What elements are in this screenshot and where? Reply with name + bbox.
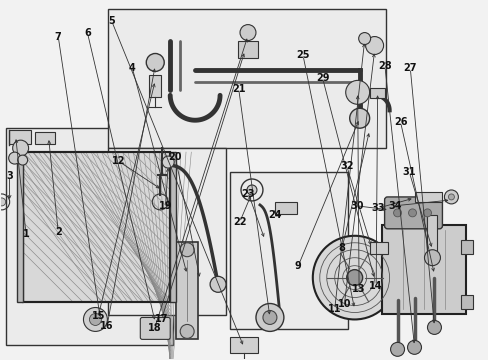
Text: 6: 6 — [84, 28, 91, 38]
Circle shape — [180, 324, 194, 338]
Bar — [108, 9, 385, 148]
Text: 34: 34 — [387, 201, 401, 211]
Text: 14: 14 — [368, 281, 382, 291]
Text: 1: 1 — [22, 229, 29, 239]
Text: 7: 7 — [55, 32, 61, 41]
Circle shape — [447, 194, 453, 200]
Text: 12: 12 — [112, 156, 125, 166]
FancyBboxPatch shape — [384, 197, 442, 229]
Bar — [369, 242, 387, 254]
Text: 33: 33 — [371, 203, 385, 213]
Circle shape — [346, 270, 362, 285]
Circle shape — [0, 198, 6, 206]
Circle shape — [427, 320, 441, 334]
Circle shape — [312, 236, 396, 319]
Bar — [229, 172, 347, 329]
Text: 11: 11 — [327, 304, 341, 314]
Circle shape — [180, 243, 194, 257]
Text: 21: 21 — [231, 84, 245, 94]
Text: 16: 16 — [100, 321, 114, 331]
Circle shape — [424, 250, 440, 266]
Text: 18: 18 — [148, 323, 161, 333]
Bar — [274, 202, 296, 214]
Bar — [427, 215, 437, 255]
Circle shape — [13, 140, 29, 156]
Circle shape — [146, 54, 164, 71]
Bar — [149, 75, 161, 97]
Text: 27: 27 — [403, 63, 416, 73]
Circle shape — [390, 342, 404, 356]
Text: 13: 13 — [352, 284, 365, 294]
Text: 9: 9 — [294, 261, 301, 271]
Text: 23: 23 — [241, 189, 255, 199]
Circle shape — [444, 190, 457, 204]
Circle shape — [358, 32, 370, 45]
Text: 31: 31 — [402, 167, 415, 177]
Circle shape — [83, 307, 107, 332]
Text: 5: 5 — [108, 17, 115, 27]
Text: 24: 24 — [267, 210, 281, 220]
Bar — [176, 242, 198, 339]
Text: 19: 19 — [159, 201, 172, 211]
FancyBboxPatch shape — [140, 318, 170, 339]
Bar — [108, 148, 225, 315]
Circle shape — [393, 209, 401, 217]
Circle shape — [349, 108, 369, 128]
Text: 32: 32 — [340, 161, 353, 171]
Text: 30: 30 — [349, 201, 363, 211]
Text: 20: 20 — [168, 152, 182, 162]
Text: 2: 2 — [55, 227, 61, 237]
Circle shape — [240, 24, 255, 41]
Circle shape — [407, 209, 416, 217]
Text: 25: 25 — [296, 50, 309, 60]
Circle shape — [210, 276, 225, 292]
Text: 8: 8 — [338, 243, 345, 253]
Text: 17: 17 — [155, 314, 168, 324]
Circle shape — [9, 152, 20, 164]
Text: 15: 15 — [91, 311, 105, 321]
Bar — [6, 128, 173, 345]
Circle shape — [89, 314, 101, 325]
Circle shape — [407, 340, 421, 354]
Bar — [414, 192, 442, 202]
Bar — [229, 337, 258, 353]
Circle shape — [263, 310, 276, 324]
Circle shape — [18, 155, 27, 165]
Text: 26: 26 — [393, 117, 407, 127]
Text: 4: 4 — [129, 63, 136, 73]
Bar — [17, 152, 22, 302]
Text: 22: 22 — [232, 217, 246, 227]
Bar — [461, 294, 472, 309]
Circle shape — [423, 209, 430, 217]
Circle shape — [246, 185, 256, 195]
Bar — [369, 88, 384, 98]
Circle shape — [255, 303, 284, 332]
Text: 10: 10 — [337, 299, 350, 309]
Text: 3: 3 — [6, 171, 13, 181]
Circle shape — [162, 156, 174, 168]
Text: 29: 29 — [315, 73, 328, 83]
Bar — [170, 152, 176, 302]
Circle shape — [345, 80, 369, 104]
Text: 28: 28 — [377, 61, 391, 71]
Bar — [9, 130, 31, 144]
Bar — [461, 240, 472, 254]
Bar — [22, 152, 170, 302]
Bar — [381, 225, 466, 315]
Circle shape — [365, 37, 383, 54]
Bar — [35, 132, 55, 144]
Bar — [22, 152, 170, 302]
Bar — [238, 41, 258, 58]
